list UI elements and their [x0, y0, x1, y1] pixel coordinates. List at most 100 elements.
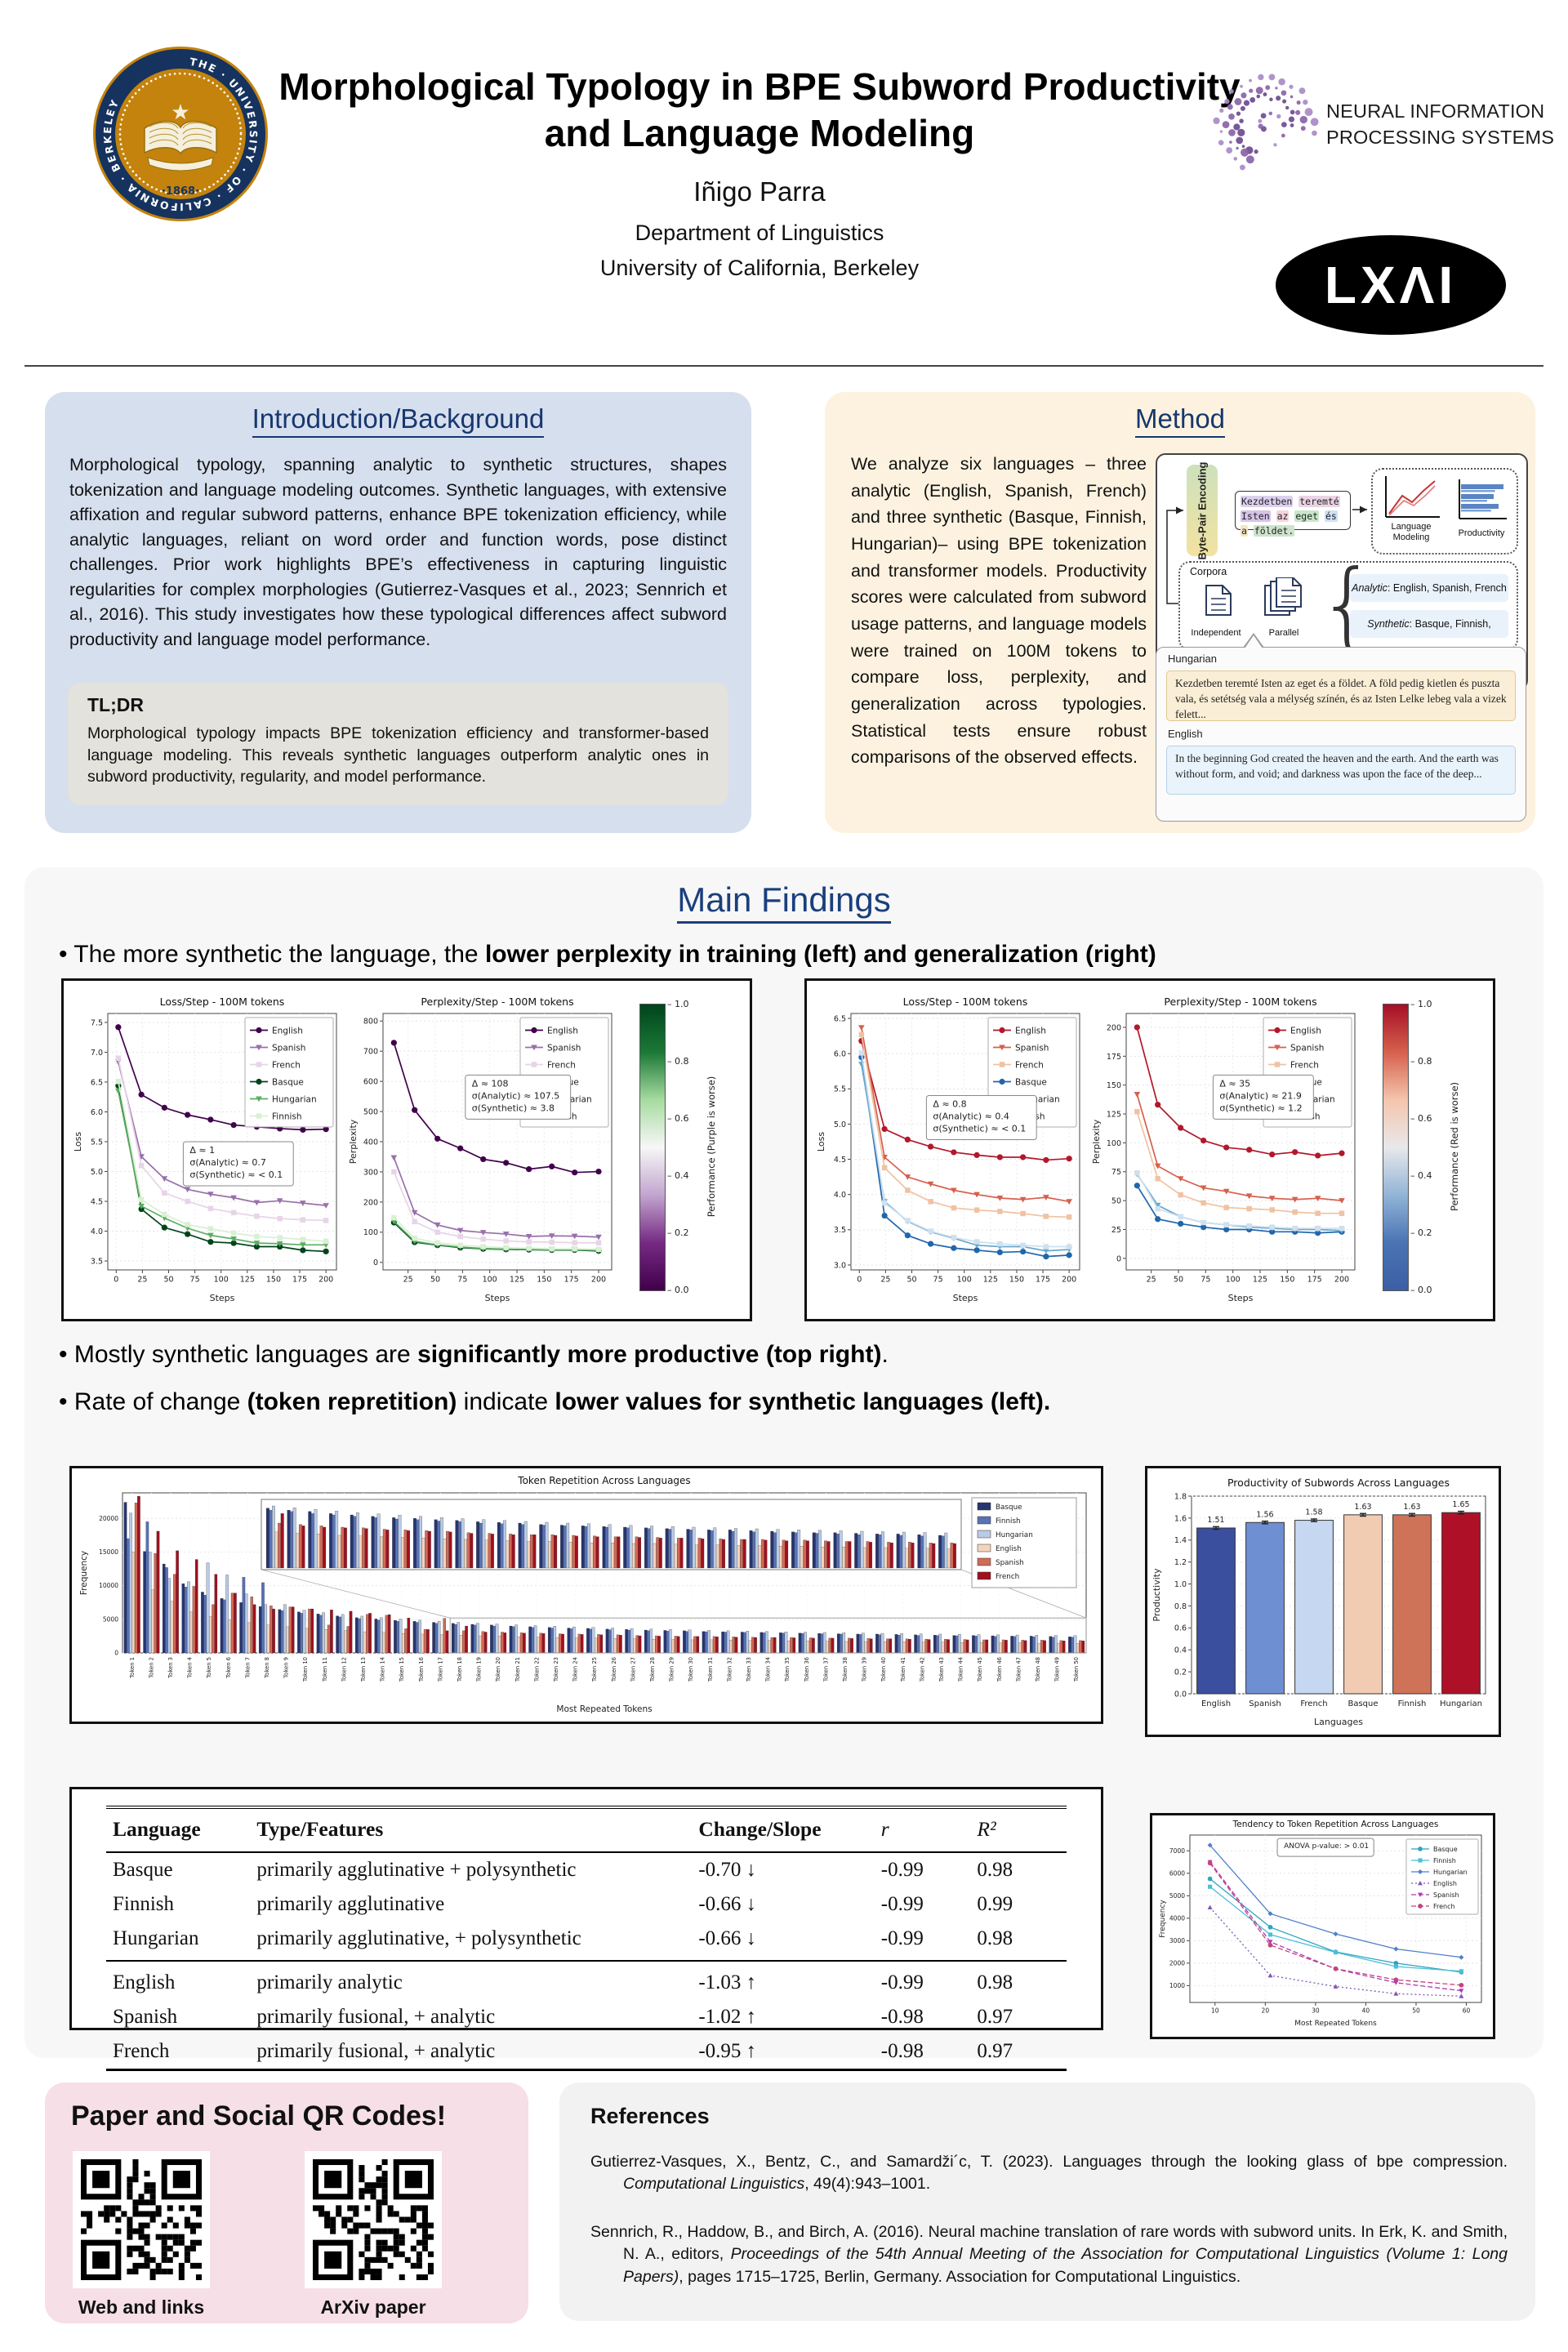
svg-text:125: 125: [510, 1276, 524, 1285]
main-findings-section: Main Findings The more synthetic the lan…: [24, 867, 1544, 2071]
svg-text:Token 21: Token 21: [514, 1657, 521, 1682]
hungarian-sample-label: Hungarian: [1168, 653, 1217, 665]
svg-text:Frequency: Frequency: [79, 1551, 89, 1595]
svg-text:0: 0: [857, 1276, 862, 1285]
svg-text:Token 46: Token 46: [996, 1657, 1003, 1682]
svg-text:Token 22: Token 22: [533, 1657, 540, 1682]
svg-text:Token 29: Token 29: [669, 1657, 675, 1682]
svg-text:French: French: [1433, 1903, 1455, 1910]
qr-web-label: Web and links: [78, 2296, 205, 2318]
svg-text:4.0: 4.0: [91, 1227, 103, 1236]
svg-text:Token 8: Token 8: [264, 1657, 270, 1679]
svg-text:ANOVA p-value: > 0.01: ANOVA p-value: > 0.01: [1284, 1842, 1369, 1851]
svg-text:Token 33: Token 33: [746, 1657, 752, 1682]
svg-text:Token 10: Token 10: [302, 1657, 309, 1682]
token-repetition-chart: 0 5000 10000 15000 20000 Token Repetition Acr…: [75, 1472, 1096, 1721]
svg-text:125: 125: [1107, 1110, 1121, 1119]
svg-text:Token 27: Token 27: [630, 1657, 636, 1682]
table-cell: Basque: [113, 1859, 173, 1881]
svg-text:15000: 15000: [99, 1548, 118, 1556]
svg-text:English: English: [1201, 1699, 1231, 1708]
svg-text:700: 700: [363, 1048, 378, 1057]
svg-text:Perplexity/Step - 100M tokens: Perplexity/Step - 100M tokens: [1164, 996, 1316, 1008]
svg-text:Hungarian: Hungarian: [1440, 1699, 1482, 1708]
typology-table-panel: Language Type/Features Change/Slope r R² Basq…: [69, 1787, 1103, 2071]
svg-text:60: 60: [1463, 2007, 1471, 2015]
svg-text:150: 150: [1009, 1276, 1024, 1285]
svg-text:Basque: Basque: [1348, 1699, 1378, 1708]
table-cell: 0.99: [977, 1893, 1013, 1915]
svg-text:English: English: [547, 1026, 578, 1036]
svg-text:1.51: 1.51: [1207, 1516, 1224, 1525]
svg-text:150: 150: [266, 1276, 281, 1285]
generalization-loss-chart: 3.0 3.5 4.0 4.5 5.0 5.5 6.0 6.5 0 25 50 75 100 125 150…: [813, 989, 1085, 1312]
main-findings-heading: Main Findings: [677, 880, 891, 924]
svg-text:Token 37: Token 37: [822, 1657, 829, 1682]
table-cell: French: [113, 2040, 170, 2062]
finding-bullet-2: Mostly synthetic languages are significa…: [59, 1339, 889, 1370]
svg-text:1.65: 1.65: [1452, 1500, 1469, 1509]
header-title-block: Morphological Typology in BPE Subword Pr…: [278, 64, 1241, 281]
svg-text:50: 50: [906, 1276, 916, 1285]
svg-text:Token 47: Token 47: [1015, 1657, 1022, 1682]
svg-text:Loss/Step - 100M tokens: Loss/Step - 100M tokens: [903, 996, 1028, 1008]
table-cell: 0.98: [970, 1922, 1067, 1962]
svg-text:Productivity: Productivity: [1152, 1568, 1162, 1622]
svg-text:0.0: 0.0: [1174, 1690, 1187, 1699]
svg-text:175: 175: [292, 1276, 307, 1285]
svg-text:3.5: 3.5: [91, 1257, 103, 1266]
svg-text:Token 39: Token 39: [862, 1657, 868, 1682]
svg-text:Hungarian: Hungarian: [272, 1094, 317, 1104]
svg-text:Token 11: Token 11: [322, 1657, 328, 1682]
svg-text:Token 40: Token 40: [880, 1657, 887, 1682]
train-loss-chart: 3.5 4.0 4.5 5.0 5.5 6.0 6.5 7.0 7.5 0 25 50 75 100 125…: [70, 989, 341, 1312]
svg-text:Token 9: Token 9: [283, 1657, 290, 1679]
analytic-languages-chip: Analytic: English, Spanish, French: [1350, 574, 1508, 602]
tldr-body: Morphological typology impacts BPE token…: [87, 724, 709, 786]
table-cell: -0.99: [874, 1922, 971, 1962]
svg-text:30: 30: [1312, 2007, 1320, 2015]
svg-text:Token 7: Token 7: [244, 1657, 251, 1679]
svg-text:40: 40: [1362, 2007, 1370, 2015]
svg-text:50: 50: [430, 1276, 440, 1285]
svg-text:3.5: 3.5: [834, 1226, 846, 1235]
reference-1: Gutierrez-Vasques, X., Bentz, C., and Sa…: [590, 2153, 1508, 2194]
svg-text:English: English: [996, 1545, 1022, 1553]
lxai-logo-text: LXΛI: [1324, 256, 1458, 314]
table-cell: primarily fusional, + analytic: [256, 2040, 496, 2062]
svg-text:25: 25: [137, 1276, 147, 1285]
table-row: Basque primarily agglutinative + polysynt…: [106, 1852, 1067, 1887]
svg-text:1.2: 1.2: [1174, 1558, 1187, 1567]
svg-text:1.6: 1.6: [1174, 1514, 1187, 1523]
table-cell: 0.97: [977, 2006, 1013, 2028]
svg-text:Token 31: Token 31: [707, 1657, 714, 1682]
svg-text:25: 25: [1111, 1226, 1121, 1235]
introduction-body: Morphological typology, spanning analyti…: [69, 455, 727, 649]
introduction-heading: Introduction/Background: [252, 403, 545, 438]
qr-codes-section: Paper and Social QR Codes! Web and links…: [45, 2082, 528, 2323]
svg-text:4.5: 4.5: [91, 1197, 103, 1206]
svg-text:σ(Synthetic) ≈ < 0.1: σ(Synthetic) ≈ < 0.1: [933, 1123, 1026, 1134]
svg-text:7000: 7000: [1169, 1847, 1185, 1855]
svg-text:175: 175: [564, 1276, 579, 1285]
svg-text:Basque: Basque: [1015, 1077, 1047, 1087]
svg-text:Token 5: Token 5: [206, 1657, 212, 1679]
svg-text:2000: 2000: [1169, 1960, 1185, 1967]
svg-text:Frequency: Frequency: [1159, 1900, 1167, 1938]
svg-text:Token 25: Token 25: [591, 1657, 598, 1682]
table-cell: -0.99: [880, 1893, 924, 1915]
svg-text:100: 100: [1226, 1276, 1241, 1285]
synthetic-languages-chip: Synthetic: Basque, Finnish, Hungarian: [1350, 610, 1508, 657]
svg-text:Token 19: Token 19: [476, 1657, 483, 1682]
svg-text:Loss: Loss: [816, 1132, 826, 1152]
svg-text:4.5: 4.5: [834, 1156, 846, 1165]
svg-text:175: 175: [1107, 1053, 1121, 1062]
svg-text:·1868·: ·1868·: [162, 185, 199, 198]
svg-text:Token 6: Token 6: [225, 1657, 232, 1679]
table-cell: primarily agglutinative: [256, 1893, 445, 1915]
references-heading: References: [590, 2104, 710, 2128]
svg-text:Token 17: Token 17: [437, 1657, 443, 1682]
table-header: Change/Slope: [692, 1807, 875, 1853]
svg-text:600: 600: [363, 1078, 378, 1087]
svg-text:Spanish: Spanish: [547, 1043, 581, 1053]
